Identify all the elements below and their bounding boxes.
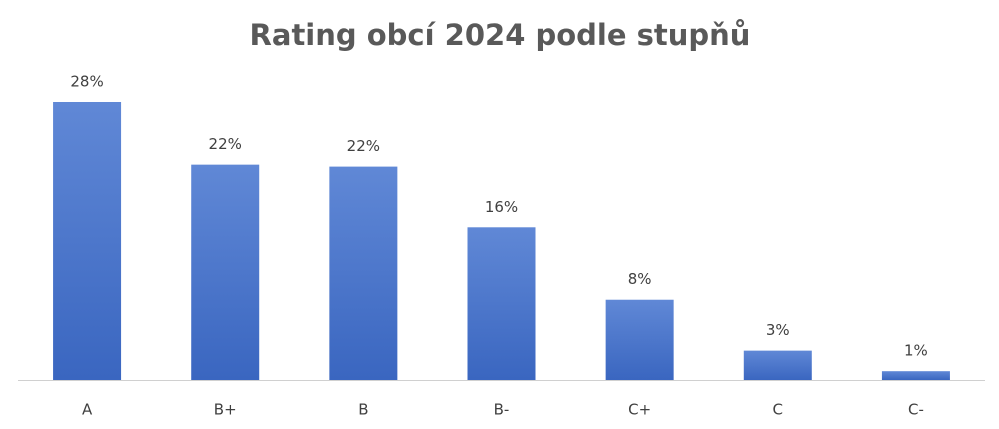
bar	[329, 166, 398, 380]
bar	[53, 102, 122, 380]
data-label: 28%	[70, 73, 103, 91]
data-label: 22%	[347, 137, 380, 155]
x-tick-label: C+	[628, 401, 651, 419]
data-label: 3%	[766, 321, 790, 339]
x-tick-label: C	[773, 401, 783, 419]
data-label: 1%	[904, 342, 928, 360]
bar	[605, 299, 674, 380]
bar	[743, 350, 812, 380]
chart-title: Rating obcí 2024 podle stupňů	[250, 18, 751, 52]
x-tick-label: B+	[214, 401, 237, 419]
bar	[191, 164, 260, 380]
data-label: 8%	[628, 270, 652, 288]
x-tick-label: A	[82, 401, 93, 419]
data-label: 16%	[485, 198, 518, 216]
bar	[881, 371, 950, 380]
bar	[467, 227, 536, 380]
data-label: 22%	[209, 135, 242, 153]
x-tick-label: B-	[494, 401, 510, 419]
x-tick-label: C-	[908, 401, 924, 419]
x-tick-label: B	[358, 401, 368, 419]
